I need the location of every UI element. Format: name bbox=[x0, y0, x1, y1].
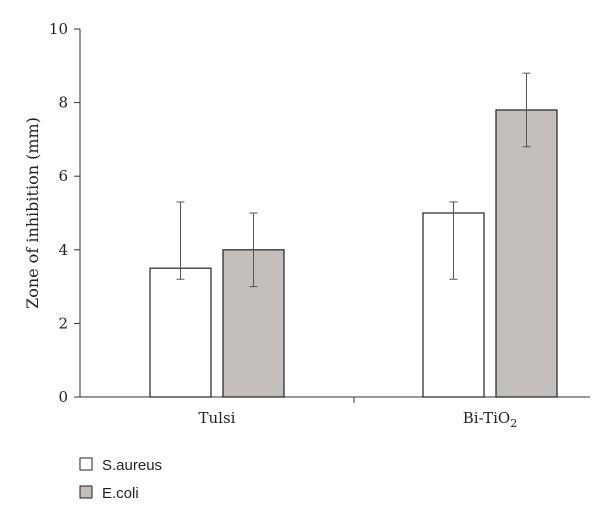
y-tick-label: 10 bbox=[49, 20, 68, 38]
y-tick-label: 2 bbox=[58, 314, 68, 332]
legend-label: S.aureus bbox=[102, 457, 162, 474]
bar bbox=[149, 267, 212, 398]
y-tick-label: 4 bbox=[58, 241, 68, 259]
x-tick-label: Tulsi bbox=[199, 409, 236, 427]
plot-area: 0 2 4 6 8 10 Tulsi Bi-TiO2 bbox=[49, 20, 590, 430]
y-tick-label: 6 bbox=[58, 167, 68, 185]
legend-swatch bbox=[79, 457, 93, 471]
bar bbox=[495, 109, 558, 398]
y-tick-label: 0 bbox=[58, 388, 68, 406]
y-axis-title: Zone of inhibition (mm) bbox=[23, 117, 42, 309]
legend-swatch bbox=[79, 485, 93, 499]
legend: S.aureus E.coli bbox=[79, 457, 162, 502]
legend-label: E.coli bbox=[102, 485, 139, 502]
x-tick-label: Bi-TiO2 bbox=[463, 409, 517, 430]
y-tick-label: 8 bbox=[58, 94, 68, 112]
